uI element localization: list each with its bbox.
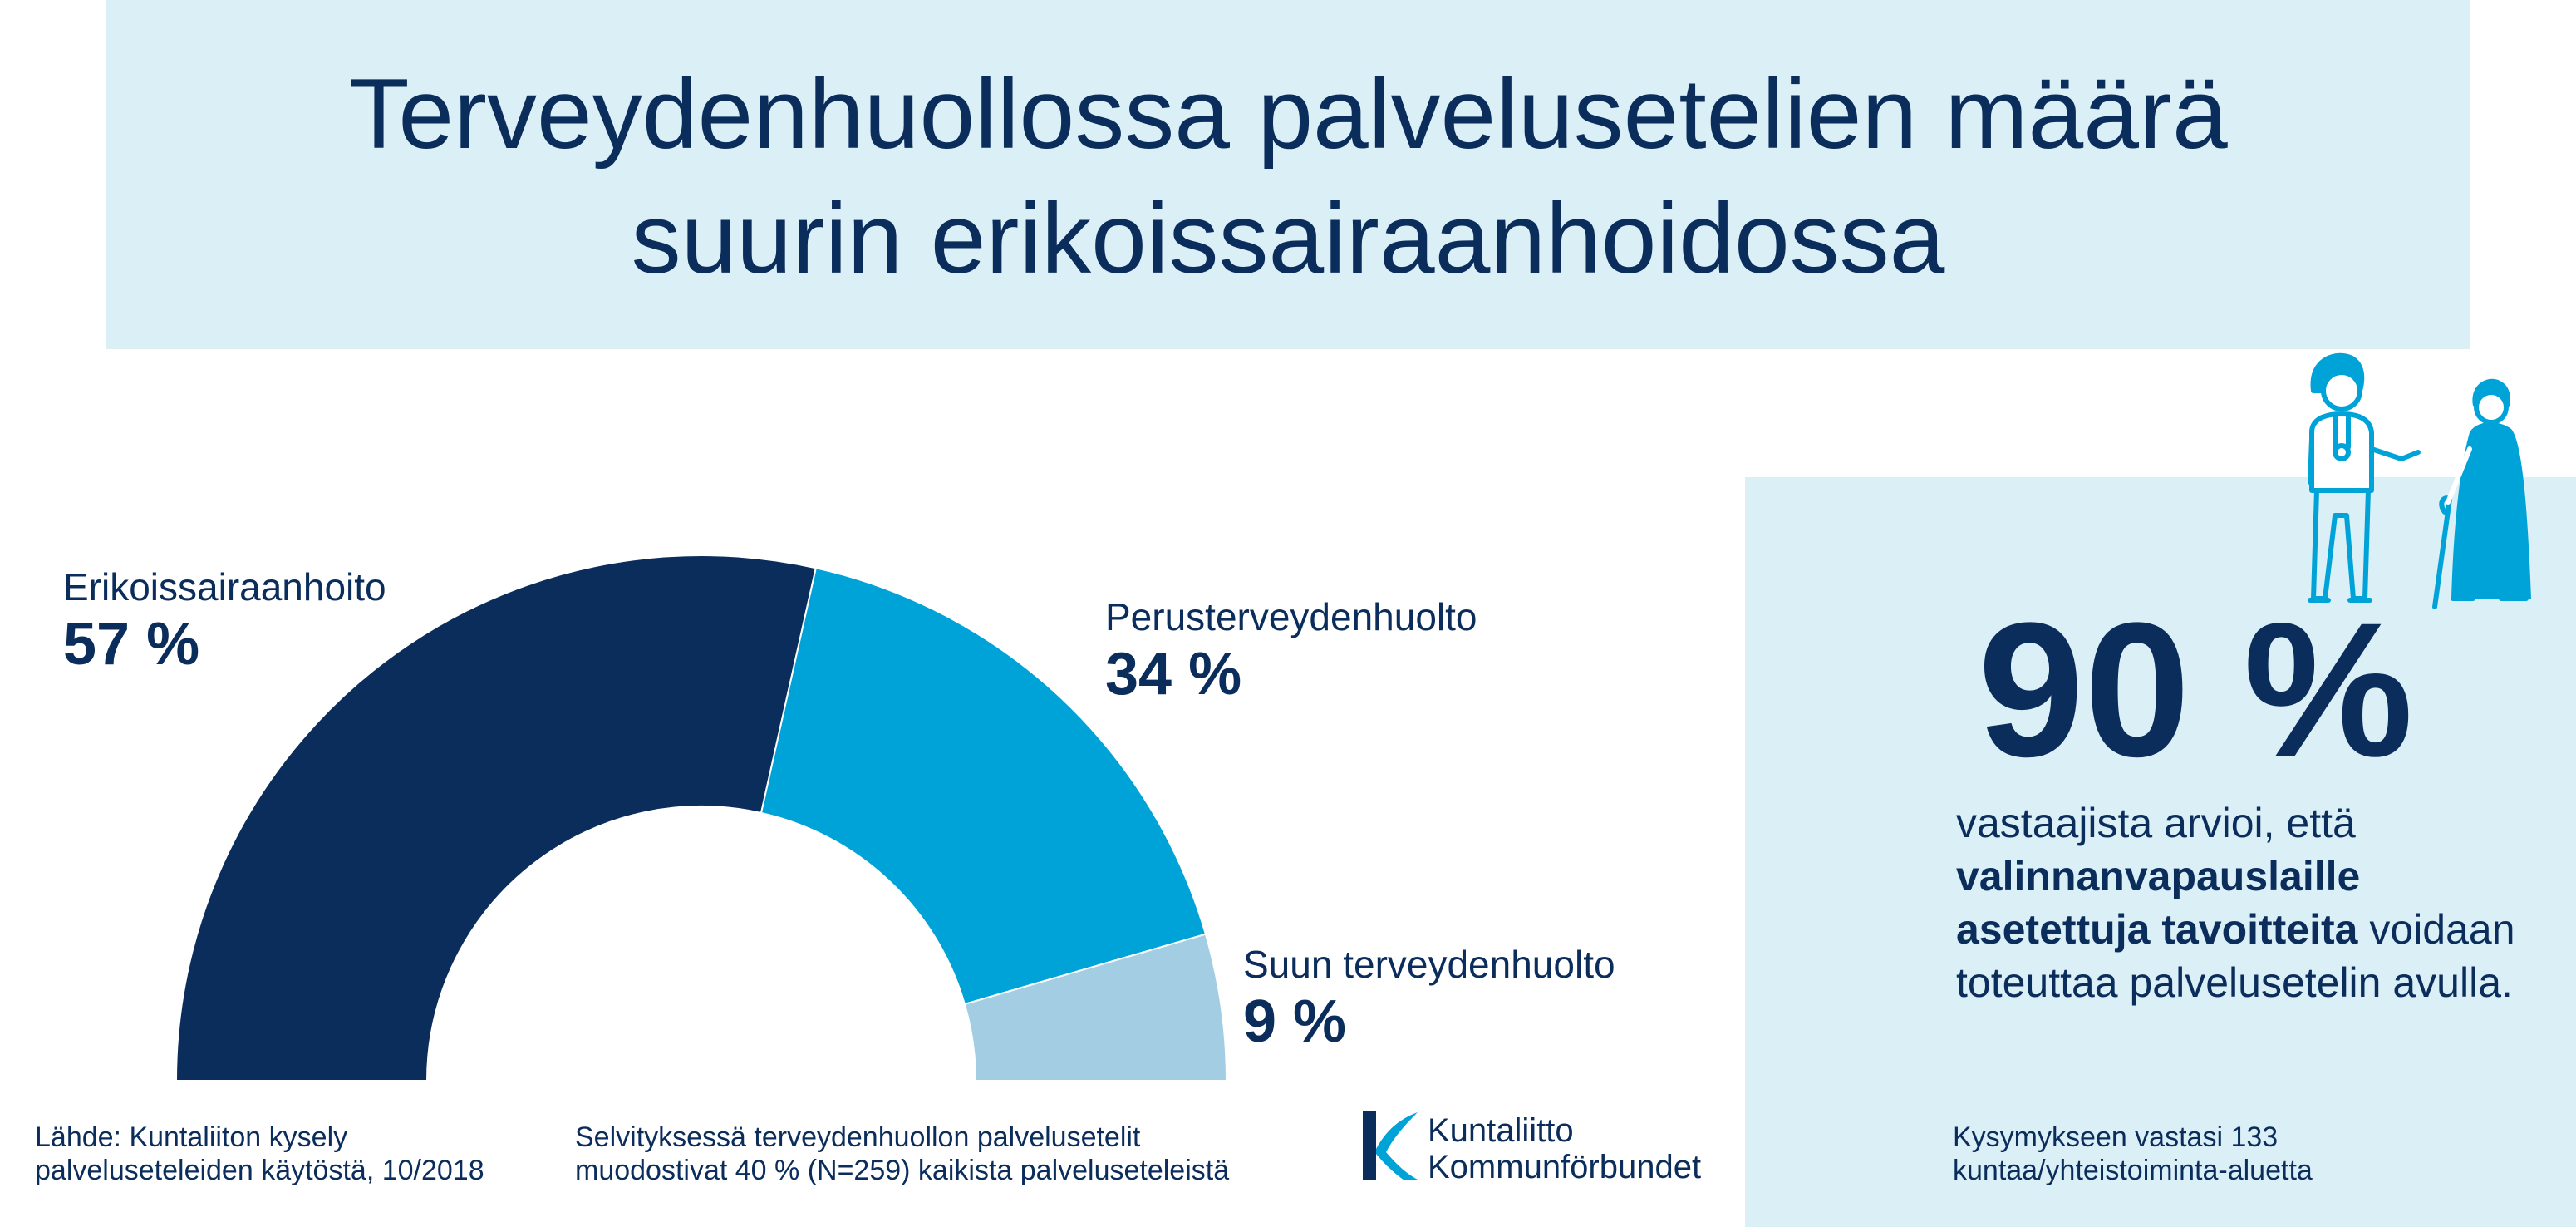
slice-label-name: Perusterveydenhuolto: [1105, 595, 1477, 638]
title-line-2: suurin erikoissairaanhoidossa: [631, 183, 1945, 294]
logo-line-2: Kommunförbundet: [1428, 1149, 1702, 1185]
nurse-icon: [2308, 352, 2421, 603]
slice-label-value: 34 %: [1105, 641, 1242, 707]
stat-description: vastaajista arvioi, että valinnanvapausl…: [1956, 796, 2538, 1009]
people-illustration: [2308, 352, 2531, 609]
chart-slice-1: [760, 567, 1207, 1006]
source-line-2: palveluseteleiden käytöstä, 10/2018: [35, 1155, 484, 1186]
page-title: Terveydenhuollossa palvelusetelien määrä…: [106, 52, 2470, 301]
elderly-person-with-cane-icon: [2432, 378, 2531, 609]
slice-label-group-0: Erikoissairaanhoito 57 %: [63, 564, 386, 678]
source-line-1: Lähde: Kuntaliiton kysely: [35, 1121, 348, 1153]
title-line-1: Terveydenhuollossa palvelusetelien määrä: [348, 58, 2228, 170]
half-donut-chart: [175, 554, 1228, 1082]
note-line-1: Selvityksessä terveydenhuollon palveluse…: [575, 1121, 1141, 1153]
survey-note: Selvityksessä terveydenhuollon palveluse…: [575, 1121, 1229, 1187]
title-panel: Terveydenhuollossa palvelusetelien määrä…: [106, 0, 2470, 349]
stat-text-part-1: vastaajista arvioi, että: [1956, 800, 2356, 846]
slice-label-value: 57 %: [63, 611, 200, 678]
note-line-2: muodostivat 40 % (N=259) kaikista palvel…: [575, 1155, 1230, 1186]
stat-text-bold: valinnanvapauslaille asetettuja tavoitte…: [1956, 853, 2361, 953]
source-note: Lähde: Kuntaliiton kysely palvelusetelei…: [35, 1121, 484, 1187]
respondents-line-2: kuntaa/yhteistoiminta-aluetta: [1953, 1155, 2313, 1186]
stat-value: 90 %: [1978, 583, 2414, 796]
logo-line-1: Kuntaliitto: [1428, 1112, 1574, 1149]
slice-label-name: Erikoissairaanhoito: [63, 565, 386, 609]
chart-slices: [175, 554, 1228, 1082]
chart-slice-0: [175, 554, 818, 1082]
slice-label-group-1: Perusterveydenhuolto 34 %: [1105, 594, 1477, 708]
slice-label-name: Suun terveydenhuolto: [1243, 943, 1615, 986]
respondents-note: Kysymykseen vastasi 133 kuntaa/yhteistoi…: [1953, 1121, 2313, 1187]
kuntaliitto-logo-icon: [1363, 1111, 1419, 1180]
slice-label-value: 9 %: [1243, 988, 1347, 1055]
logo-text: Kuntaliitto Kommunförbundet: [1428, 1112, 1701, 1185]
slice-label-group-2: Suun terveydenhuolto 9 %: [1243, 941, 1615, 1056]
stat-text-part-2: voidaan toteuttaa palvelusetelin avulla.: [1956, 906, 2515, 1006]
chart-slice-2: [963, 933, 1228, 1082]
respondents-line-1: Kysymykseen vastasi 133: [1953, 1121, 2279, 1153]
